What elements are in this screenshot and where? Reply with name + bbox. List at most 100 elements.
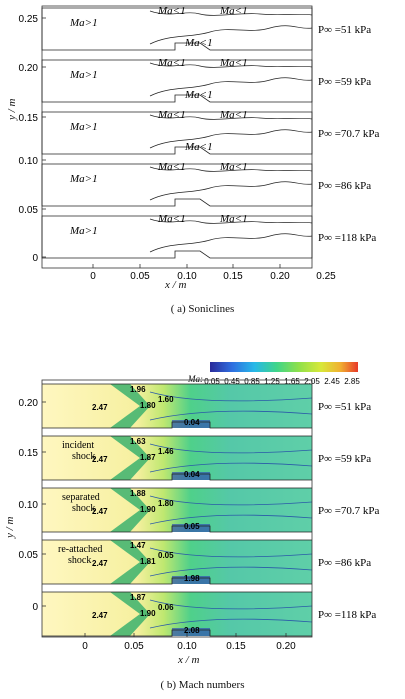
- mach-region-label: Ma<1: [184, 37, 213, 49]
- xtick-label: 0: [82, 641, 88, 652]
- mach-region-label: Ma>1: [69, 17, 98, 29]
- sonicline-panel: Ma>1 Ma<1 Ma<1 P∞ =86 kPa: [41, 161, 371, 207]
- mach-panel: 2.47 1.871.46 0.04 1.63 P∞ =59 kPa: [42, 435, 371, 481]
- duct-walls: [42, 383, 312, 429]
- ytick-label: 0.15: [19, 113, 39, 124]
- xtick-label: 0.05: [130, 271, 150, 282]
- mach-region-label: Ma<1: [219, 57, 248, 69]
- shock-wedge: [110, 384, 150, 428]
- mach-value-label: 0.05: [158, 551, 174, 560]
- sonicline-lower: [149, 129, 313, 149]
- colorbar-tick: 1.25: [264, 377, 280, 386]
- colorbar-tick: 2.85: [344, 377, 360, 386]
- sonicline-upper: [149, 62, 313, 68]
- colorbar-tick: 0.45: [224, 377, 240, 386]
- ytick-label: 0.05: [19, 550, 39, 561]
- mach-value-label: 0.05: [184, 522, 200, 531]
- mach-value-label: 2.47: [92, 455, 108, 464]
- recirculation-zone: [172, 628, 210, 636]
- ytick-label: 0.10: [19, 500, 39, 511]
- sonicline-lower: [149, 181, 313, 201]
- pressure-label: P∞ =59 kPa: [318, 453, 371, 465]
- pressure-label: P∞ =59 kPa: [318, 76, 371, 88]
- pressure-label: P∞ =70.7 kPa: [318, 505, 380, 517]
- duct-walls: [42, 435, 312, 481]
- pressure-label: P∞ =86 kPa: [318, 180, 371, 192]
- shock-wedge: [110, 592, 150, 636]
- mach-value-label: 1.96: [130, 385, 146, 394]
- sonicline-lower: [149, 25, 313, 45]
- ytick-label: 0: [32, 253, 38, 264]
- caption-b: ( b) Mach numbers: [160, 679, 245, 691]
- duct-outline: [41, 215, 313, 259]
- xtick-label: 0.10: [177, 271, 197, 282]
- mach-panel: 2.47 1.901.80 0.05 1.88 P∞ =70.7 kPa: [42, 487, 380, 533]
- xlabel-a: x / m: [165, 279, 187, 291]
- xlabel-b: x / m: [178, 654, 200, 666]
- sonicline-panel: Ma>1 Ma<1 Ma<1 Ma<1 P∞ =59 kPa: [41, 57, 371, 103]
- sonicline-panel: Ma>1 Ma<1 Ma<1 P∞ =118 kPa: [41, 213, 376, 259]
- caption-a: ( a) Soniclines: [170, 303, 235, 315]
- mach-value-label: 2.47: [92, 611, 108, 620]
- ytick-label: 0.15: [19, 448, 39, 459]
- pressure-label: P∞ =51 kPa: [318, 401, 371, 413]
- xtick-label: 0.20: [276, 641, 296, 652]
- xtick-label: 0.05: [124, 641, 144, 652]
- ytick-label: 0: [32, 602, 38, 613]
- colorbar-tick: 0.85: [244, 377, 260, 386]
- mach-contours: [149, 391, 313, 421]
- recirculation-zone: [172, 420, 210, 428]
- mach-value-label: 1.87: [140, 453, 156, 462]
- mach-region-label: Ma<1: [219, 109, 248, 121]
- shock-wedge: [110, 540, 150, 584]
- sonicline-upper: [149, 114, 313, 120]
- recirculation-zone: [172, 472, 210, 480]
- mach-value-label: 1.47: [130, 541, 146, 550]
- pressure-label: P∞ =86 kPa: [318, 557, 371, 569]
- mach-region-label: Ma<1: [184, 141, 213, 153]
- mach-panel: 2.47 1.801.60 0.04 1.96 P∞ =51 kPa: [42, 383, 371, 429]
- mach-contours: [149, 547, 313, 577]
- mach-value-label: 0.04: [184, 418, 200, 427]
- mach-value-label: 1.90: [140, 505, 156, 514]
- mach-contours: [149, 443, 313, 473]
- ylabel-b: y / m: [4, 516, 16, 538]
- recirculation-zone: [172, 524, 210, 532]
- recirculation-zone: [172, 576, 210, 584]
- sonicline-upper: [149, 218, 313, 224]
- duct-walls: [42, 487, 312, 533]
- colorbar: [210, 362, 358, 372]
- mach-value-label: 1.90: [140, 609, 156, 618]
- mach-region-label: Ma<1: [157, 5, 186, 17]
- mach-panel: 2.47 1.900.06 2.08 1.87 P∞ =118 kPa: [42, 591, 376, 637]
- mach-value-label: 1.80: [140, 401, 156, 410]
- pressure-label: P∞ =70.7 kPa: [318, 128, 380, 140]
- ytick-label: 0.10: [19, 156, 39, 167]
- mach-region-label: Ma>1: [69, 121, 98, 133]
- xtick-label: 0.25: [316, 271, 336, 282]
- colorbar-tick: 1.65: [284, 377, 300, 386]
- mach-region-label: Ma<1: [219, 161, 248, 173]
- mach-region-label: Ma<1: [157, 213, 186, 225]
- colorbar-tick: 0.05: [204, 377, 220, 386]
- pressure-label: P∞ =51 kPa: [318, 24, 371, 36]
- sonicline-upper: [149, 166, 313, 172]
- mach-value-label: 2.47: [92, 559, 108, 568]
- mach-value-label: 1.46: [158, 447, 174, 456]
- sonicline-lower: [149, 77, 313, 97]
- xtick-label: 0.15: [223, 271, 243, 282]
- mach-value-label: 0.04: [184, 470, 200, 479]
- pressure-label: P∞ =118 kPa: [318, 609, 376, 621]
- sonicline-panel: Ma>1 Ma<1 Ma<1 Ma<1 P∞ =51 kPa: [41, 5, 371, 51]
- ytick-label: 0.20: [19, 398, 39, 409]
- duct-walls: [42, 591, 312, 637]
- mach-value-label: 1.87: [130, 593, 146, 602]
- ytick-label: 0.05: [19, 205, 39, 216]
- ylabel-a: y / m: [6, 98, 18, 120]
- xtick-label: 0.15: [226, 641, 246, 652]
- duct-outline: [41, 7, 313, 51]
- mach-region-label: Ma>1: [69, 69, 98, 81]
- mach-contours: [149, 495, 313, 525]
- mach-region-label: Ma<1: [184, 89, 213, 101]
